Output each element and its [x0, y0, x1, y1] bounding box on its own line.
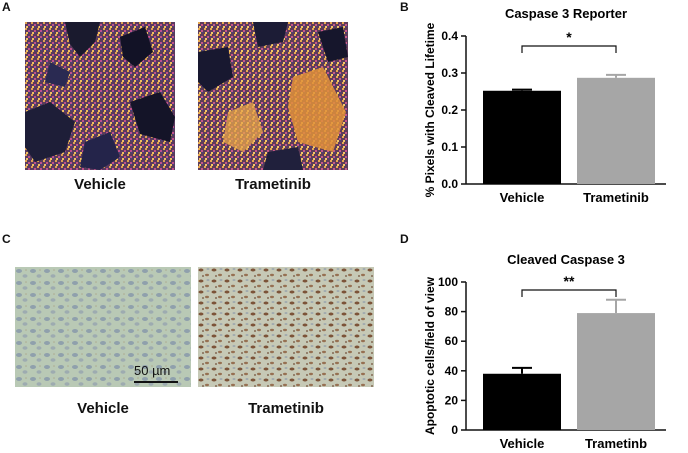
chart-d-bar [483, 373, 561, 430]
chart-d-ytick-label: 80 [445, 305, 459, 319]
ihc-image-trametinib [198, 267, 374, 387]
chart-d-ytick-label: 20 [445, 393, 459, 407]
chart-b-ytick-label: 0.4 [441, 29, 458, 43]
panel-a-caption-vehicle: Vehicle [74, 176, 126, 193]
panel-b-letter: B [400, 0, 409, 14]
chart-b-xtick-label: Trametinib [583, 190, 649, 205]
chart-d-bar [577, 313, 655, 430]
chart-d-ytick-label: 0 [451, 423, 458, 437]
chart-d-xtick-label: Trametinb [585, 436, 647, 451]
chart-b-significance-bracket [521, 45, 617, 53]
chart-d-ytick-label: 60 [445, 334, 459, 348]
chart-d-significance-bracket [521, 289, 617, 297]
chart-d-ytick-label: 100 [438, 275, 458, 289]
chart-b-bar [577, 77, 655, 184]
chart-b-ytick-label: 0.1 [441, 140, 458, 154]
chart-d-title: Cleaved Caspase 3 [507, 252, 625, 267]
chart-b-title: Caspase 3 Reporter [505, 6, 627, 21]
chart-b-ytick-label: 0.3 [441, 66, 458, 80]
chart-b-bar [483, 90, 561, 184]
chart-b-significance-label: * [566, 29, 572, 45]
panel-c-caption-trametinib: Trametinib [248, 400, 324, 417]
chart-d-significance-label: ** [564, 273, 575, 289]
panel-d-letter: D [400, 232, 409, 246]
panel-a-caption-trametinib: Trametinib [235, 176, 311, 193]
flim-image-trametinib [198, 22, 348, 170]
panel-c-caption-vehicle: Vehicle [77, 400, 129, 417]
chart-b-ytick-label: 0.0 [441, 177, 458, 191]
panel-a-letter: A [2, 0, 11, 14]
chart-b-ylabel: % Pixels with Cleaved Lifetime [423, 22, 437, 197]
flim-image-vehicle [25, 22, 175, 170]
chart-d-ylabel: Apoptotic cells/field of view [423, 276, 437, 435]
scale-bar [134, 381, 178, 383]
ihc-image-vehicle [15, 267, 191, 387]
panel-c-letter: C [2, 232, 11, 246]
chart-b-xtick-label: Vehicle [500, 190, 545, 205]
chart-b-ytick-label: 0.2 [441, 103, 458, 117]
scale-bar-label: 50 µm [134, 363, 171, 378]
chart-d-ytick-label: 40 [445, 364, 459, 378]
chart-d-xtick-label: Vehicle [500, 436, 545, 451]
